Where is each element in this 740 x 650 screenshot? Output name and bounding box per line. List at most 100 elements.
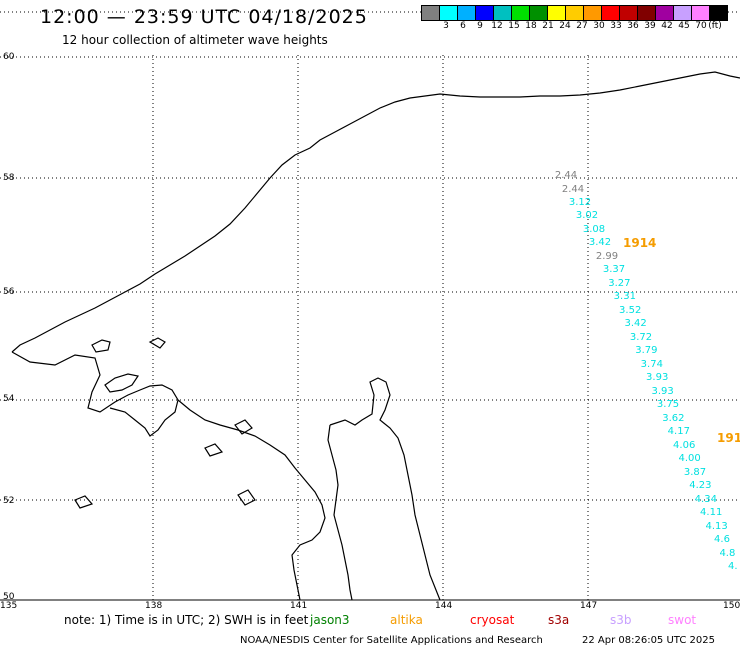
pass-label: 191 [717,431,740,445]
wave-height-label: 3.74 [640,358,663,370]
wave-height-label: 2.99 [595,251,619,262]
wave-height-label: 3.02 [575,210,599,221]
wave-height-label: 4.8 [719,547,736,559]
scale-label: 45 [678,21,690,31]
lon-label: 138 [145,601,163,611]
wave-height-label: 3.87 [683,466,707,478]
scale-swatch [439,5,458,21]
lon-label: 147 [580,601,598,611]
scale-swatch [493,5,512,21]
scale-label: 30 [593,21,605,31]
amur-coast [177,399,326,601]
scale-swatch [511,5,530,21]
lake-3 [237,489,256,506]
lon-label: 135 [0,601,18,611]
scale-swatch [583,5,602,21]
scale-label: 42 [661,21,673,31]
wave-height-label: 3.79 [635,345,658,356]
wave-height-label: 3.75 [656,399,680,410]
wave-height-label: 3.08 [582,224,606,235]
lon-label: 144 [435,601,453,611]
satellite-legend-item: altika [390,613,423,627]
wave-height-label: 4.11 [700,507,723,518]
sakhalin-island [329,377,441,601]
scale-swatch [565,5,584,21]
lat-label: 54 [3,394,15,404]
map-title: 12:00 — 23:59 UTC 04/18/2025 [40,6,368,28]
scale-swatch [547,5,566,21]
wave-height-label: 3.37 [602,264,626,275]
wave-height-label: 4.23 [689,480,712,491]
scale-swatch [709,5,728,21]
coastline [11,71,740,601]
mainland-coast [11,71,740,353]
wave-height-label: 2.44 [561,184,585,195]
scale-label: 24 [559,21,571,31]
wave-height-label: 3.31 [613,291,636,302]
footer-credit: NOAA/NESDIS Center for Satellite Applica… [240,635,543,646]
note-text: note: 1) Time is in UTC; 2) SWH is in fe… [64,613,309,627]
scale-label: 70 [695,21,707,31]
map-subtitle: 12 hour collection of altimeter wave hei… [62,33,328,47]
footer-timestamp: 22 Apr 08:26:05 UTC 2025 [582,635,715,646]
lake-2 [204,443,224,457]
scale-label: 9 [477,21,483,31]
lat-label: 58 [3,173,15,183]
satellite-legend-item: cryosat [470,613,515,627]
lon-label: 141 [290,601,308,611]
scale-swatch [475,5,494,21]
scale-label: 36 [627,21,639,31]
scale-swatch [457,5,476,21]
scale-label: 12 [491,21,503,31]
wave-height-label: 3.27 [608,277,631,289]
scale-swatch [619,5,638,21]
wave-height-label: 4.6 [714,534,730,545]
wave-height-label: 2.44 [554,170,578,181]
scale-swatch [691,5,710,21]
scale-label: 33 [610,21,622,31]
wave-height-label: 3.93 [651,385,674,397]
scale-label: 21 [542,21,554,31]
lat-label: 60 [3,52,15,62]
scale-label: 27 [576,21,588,31]
scale-swatch [601,5,620,21]
scale-label: 39 [644,21,656,31]
satellite-legend-item: s3b [610,613,632,627]
satellite-legend-item: swot [668,613,697,627]
scale-label: 18 [525,21,537,31]
sakhalin-west [327,424,353,601]
small-island-1 [91,339,111,353]
scale-label: 3 [443,21,449,31]
satellite-legend-item: jason3 [310,613,350,627]
scale-unit: (ft) [708,21,722,31]
wave-height-label: 3.42 [624,318,647,329]
wave-height-label: 3.72 [629,331,653,343]
scale-swatch [421,5,440,21]
wave-height-label: 3.93 [646,372,669,383]
lat-label: 50 [3,592,15,602]
lake-1 [234,419,253,435]
wave-height-label: 4.06 [673,439,696,451]
color-scale-legend [421,5,728,21]
wave-height-label: 4.13 [705,520,728,532]
wave-height-label: 4.34 [694,493,717,505]
satellite-legend-item: s3a [548,613,570,627]
pass-label: 1914 [623,236,657,250]
scale-swatch [637,5,656,21]
scale-label: 15 [508,21,520,31]
wave-height-label: 4.00 [678,453,701,464]
shantar-island [104,373,139,393]
wave-height-label: 4.17 [667,426,690,437]
lat-label: 56 [3,287,15,297]
wave-height-label: 3.12 [568,197,592,208]
graticule [0,11,740,601]
scale-swatch [529,5,548,21]
wave-height-label: 4. [728,561,738,572]
lake-4 [74,495,94,509]
scale-swatch [673,5,692,21]
west-coast-inner [11,351,179,437]
lat-label: 52 [3,496,15,506]
lon-label: 150 [723,601,740,611]
wave-height-label: 3.52 [619,304,642,316]
